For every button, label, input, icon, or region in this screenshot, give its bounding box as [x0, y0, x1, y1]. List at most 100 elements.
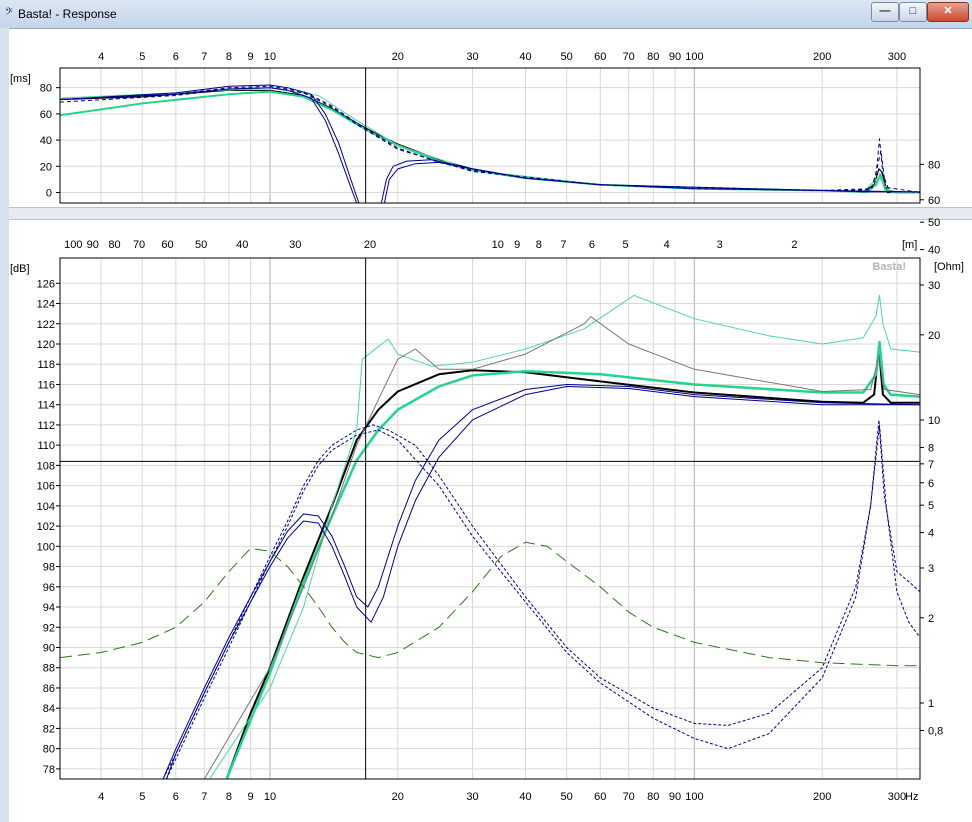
wavelength-tick-label: 30	[289, 239, 301, 251]
x-tick-label: 30	[466, 791, 478, 803]
series-line-6	[60, 84, 920, 203]
ohm-tick-label: 6	[928, 478, 934, 490]
close-button[interactable]: ✕	[927, 2, 969, 22]
y-tick-label: 78	[43, 764, 55, 776]
x-tick-label: 6	[173, 791, 179, 803]
x-tick-label: 20	[392, 791, 404, 803]
y-tick-label: 86	[43, 683, 55, 695]
y-tick-label: 20	[40, 161, 52, 173]
ohm-tick-label: 3	[928, 563, 934, 575]
y-tick-label: 118	[37, 359, 55, 371]
y-tick-label: 84	[43, 703, 55, 715]
y-tick-label: 126	[37, 278, 55, 290]
y-tick-label: 102	[37, 521, 55, 533]
y-tick-label: 124	[37, 299, 55, 311]
wavelength-tick-label: 80	[108, 239, 120, 251]
ohm-tick-label: 40	[928, 245, 940, 257]
ohm-tick-label: 4	[928, 528, 934, 540]
series-line-9	[60, 541, 920, 667]
wavelength-tick-label: 100	[64, 239, 82, 251]
y-tick-label: 90	[43, 642, 55, 654]
y-tick-label: 122	[37, 319, 55, 331]
wavelength-tick-label: 70	[133, 239, 145, 251]
watermark: Basta!	[872, 261, 906, 273]
ohm-tick-label: 0,8	[928, 725, 943, 737]
wavelength-tick-label: 60	[161, 239, 173, 251]
x-tick-label: 7	[201, 51, 207, 63]
y-tick-label: 80	[43, 744, 55, 756]
wavelength-tick-label: 6	[589, 239, 595, 251]
y-tick-label: 120	[37, 339, 55, 351]
ohm-tick-label: 80	[928, 159, 940, 171]
x-tick-label: 60	[594, 791, 606, 803]
x-tick-label: 4	[98, 791, 104, 803]
bass-clef-icon: 𝄢	[5, 6, 13, 20]
ohm-tick-label: 1	[928, 698, 934, 710]
y-tick-label: 96	[43, 582, 55, 594]
y-tick-label: 114	[37, 400, 55, 412]
x-tick-label: 70	[623, 791, 635, 803]
x-tick-label: 40	[519, 51, 531, 63]
pane-splitter[interactable]	[9, 207, 972, 220]
x-tick-label: 40	[519, 791, 531, 803]
y-tick-label: 100	[37, 541, 55, 553]
wavelength-tick-label: 10	[492, 239, 504, 251]
series-line-6	[165, 424, 920, 779]
y-tick-label: 92	[43, 622, 55, 634]
y-tick-label: 82	[43, 723, 55, 735]
ohm-tick-label: 7	[928, 459, 934, 471]
x-tick-label: 5	[139, 791, 145, 803]
wavelength-tick-label: 4	[664, 239, 670, 251]
y-tick-label: 108	[37, 460, 55, 472]
minimize-button[interactable]: —	[871, 2, 899, 22]
series-line-7	[60, 87, 920, 203]
x-tick-label: 10	[264, 51, 276, 63]
x-tick-label: 100	[685, 791, 703, 803]
y-tick-label: 40	[40, 135, 52, 147]
x-tick-label: 5	[139, 51, 145, 63]
maximize-button[interactable]: □	[899, 2, 927, 22]
y-tick-label: 80	[40, 83, 52, 95]
window-title: Basta! - Response	[18, 7, 117, 21]
ohm-tick-label: 10	[928, 415, 940, 427]
ohm-tick-label: 30	[928, 280, 940, 292]
x-unit-label: Hz	[905, 791, 918, 803]
wavelength-unit-label: [m]	[902, 239, 917, 251]
x-tick-label: 50	[561, 791, 573, 803]
x-tick-label: 60	[594, 51, 606, 63]
ohm-unit-label: [Ohm]	[934, 261, 964, 273]
y-tick-label: 0	[46, 188, 52, 200]
ohm-tick-label: 5	[928, 500, 934, 512]
x-tick-label: 6	[173, 51, 179, 63]
wavelength-tick-label: 20	[364, 239, 376, 251]
wavelength-tick-label: 90	[87, 239, 99, 251]
title-bar: 𝄢 Basta! - Response — □ ✕	[0, 0, 972, 29]
plot-frame	[59, 257, 921, 780]
y-tick-label: 110	[37, 440, 55, 452]
x-tick-label: 90	[669, 791, 681, 803]
y-tick-label: 106	[37, 481, 55, 493]
series-line-4	[203, 316, 920, 779]
wavelength-tick-label: 2	[791, 239, 797, 251]
wavelength-tick-label: 9	[514, 239, 520, 251]
group-delay-chart[interactable]: 0 20 40 60 80 4 5 6 7 8 9 10 20 30 40 50 60 70 80 90 100 200 3…	[10, 51, 921, 204]
y-tick-label: 116	[37, 379, 55, 391]
ohm-tick-label: 2	[928, 613, 934, 625]
x-tick-label: 300	[888, 51, 906, 63]
frequency-response-chart[interactable]: 7880828486889092949698100102104106108110…	[10, 159, 964, 803]
x-tick-label: 4	[98, 51, 104, 63]
plot-area	[60, 68, 920, 203]
x-tick-label: 200	[813, 51, 831, 63]
ohm-tick-label: 60	[928, 195, 940, 207]
x-tick-label: 9	[248, 51, 254, 63]
x-tick-label: 8	[226, 51, 232, 63]
series-line-5	[162, 419, 920, 779]
x-tick-label: 30	[466, 51, 478, 63]
x-tick-label: 80	[647, 791, 659, 803]
ohm-tick-label: 50	[928, 217, 940, 229]
y-tick-label: 88	[43, 663, 55, 675]
wavelength-tick-label: 8	[536, 239, 542, 251]
x-tick-label: 70	[623, 51, 635, 63]
wavelength-tick-label: 50	[195, 239, 207, 251]
y-tick-label: 60	[40, 109, 52, 121]
